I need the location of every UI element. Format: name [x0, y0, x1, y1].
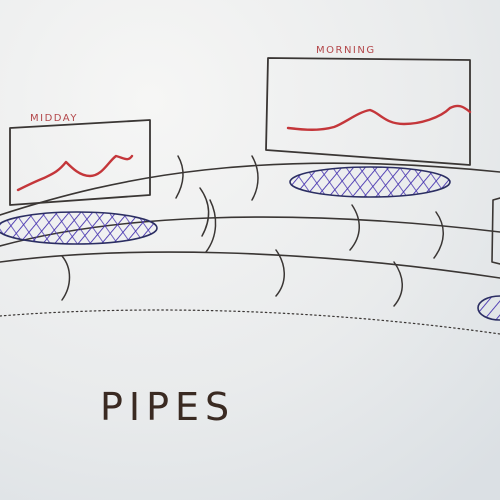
midday-chart: MIDDAY: [9, 113, 151, 206]
pipe-joints: [61, 155, 444, 307]
morning-chart: MORNING: [265, 45, 472, 166]
midday-label: MIDDAY: [30, 113, 78, 124]
hatched-ellipse-midday: [0, 211, 158, 245]
pipes-title: PIPES: [100, 385, 235, 429]
morning-label: MORNING: [316, 45, 376, 56]
hatched-ellipse-right: [477, 295, 500, 321]
hatched-ellipse-morning: [289, 166, 451, 198]
